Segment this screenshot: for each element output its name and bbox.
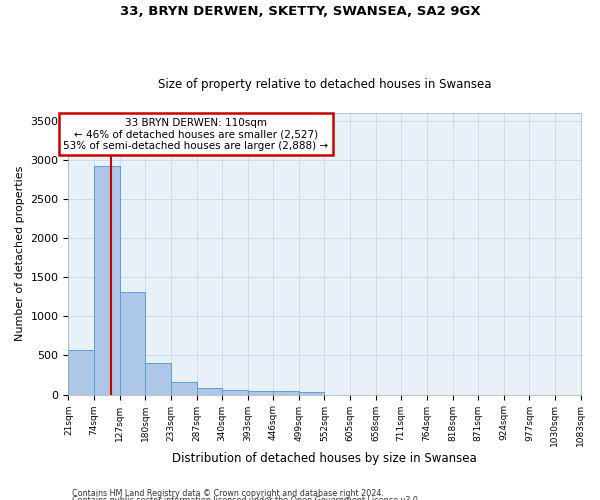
Text: 33, BRYN DERWEN, SKETTY, SWANSEA, SA2 9GX: 33, BRYN DERWEN, SKETTY, SWANSEA, SA2 9G… — [119, 5, 481, 18]
Text: Contains HM Land Registry data © Crown copyright and database right 2024.: Contains HM Land Registry data © Crown c… — [72, 488, 384, 498]
Bar — [299, 392, 325, 394]
Text: 33 BRYN DERWEN: 110sqm
← 46% of detached houses are smaller (2,527)
53% of semi-: 33 BRYN DERWEN: 110sqm ← 46% of detached… — [64, 118, 329, 150]
X-axis label: Distribution of detached houses by size in Swansea: Distribution of detached houses by size … — [172, 452, 477, 465]
Bar — [68, 350, 94, 395]
Bar — [119, 292, 145, 394]
Bar — [197, 388, 222, 394]
Bar — [248, 391, 274, 394]
Title: Size of property relative to detached houses in Swansea: Size of property relative to detached ho… — [158, 78, 491, 91]
Bar — [145, 364, 170, 394]
Bar — [94, 166, 119, 394]
Bar — [222, 390, 248, 394]
Text: Contains public sector information licensed under the Open Government Licence v3: Contains public sector information licen… — [72, 496, 421, 500]
Bar — [170, 382, 197, 394]
Y-axis label: Number of detached properties: Number of detached properties — [15, 166, 25, 342]
Bar — [274, 392, 299, 394]
